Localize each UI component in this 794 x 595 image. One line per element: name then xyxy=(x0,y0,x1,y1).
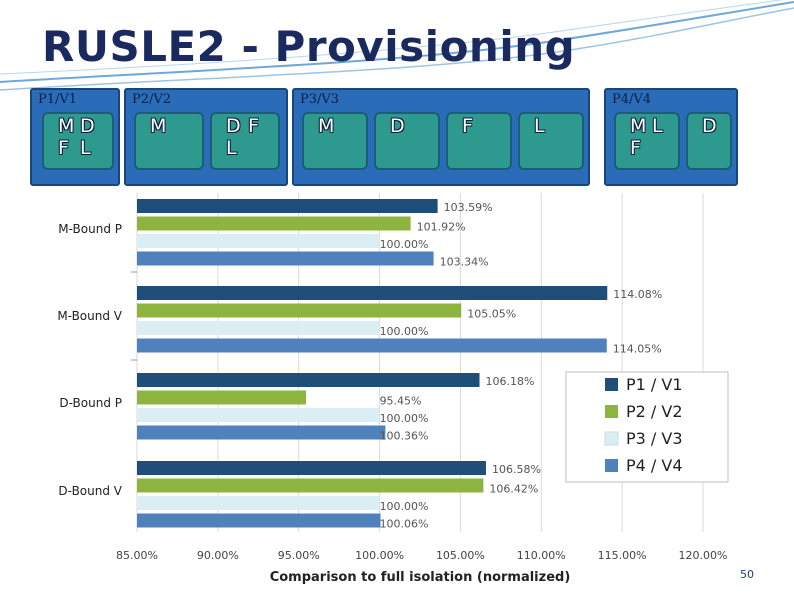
x-axis-title: Comparison to full isolation (normalized… xyxy=(270,570,571,585)
component-letter: F xyxy=(248,115,259,137)
data-label: 95.45% xyxy=(380,395,422,408)
bar xyxy=(137,408,380,422)
legend-box xyxy=(565,371,729,483)
bar xyxy=(137,216,411,231)
data-label: 106.42% xyxy=(489,483,538,496)
data-label: 103.59% xyxy=(444,201,493,214)
category-label: D-Bound V xyxy=(58,484,122,498)
legend-entry: P1 / V1 xyxy=(626,375,683,394)
data-label: 100.06% xyxy=(380,518,429,531)
vm-box: D xyxy=(686,112,732,170)
component-letter: L xyxy=(652,115,663,137)
config-box-4: P4/V4 M L F D xyxy=(604,88,738,186)
config-box-1: P1/V1 M D F L xyxy=(30,88,120,186)
vm-box: F xyxy=(446,112,512,170)
component-letter: L xyxy=(80,137,91,159)
data-label: 100.36% xyxy=(380,430,429,443)
component-letter: D xyxy=(390,115,405,137)
component-letter: D xyxy=(226,115,241,137)
bar xyxy=(137,303,462,318)
bar xyxy=(137,286,608,300)
data-label: 101.92% xyxy=(417,221,466,234)
bar xyxy=(137,425,386,440)
data-label: 100.00% xyxy=(380,238,429,251)
bar xyxy=(137,513,381,528)
component-letter: M xyxy=(630,115,647,137)
vm-box: L xyxy=(518,112,584,170)
page-number: 50 xyxy=(740,568,754,581)
legend-swatch xyxy=(604,431,619,446)
config-label: P4/V4 xyxy=(612,92,652,107)
legend-entry: P3 / V3 xyxy=(626,429,683,448)
data-label: 114.08% xyxy=(613,288,662,301)
component-letter: M xyxy=(318,115,335,137)
bar xyxy=(137,338,607,353)
legend-entry: P4 / V4 xyxy=(626,456,683,475)
bar xyxy=(137,390,306,405)
legend-swatch xyxy=(605,459,618,472)
bar xyxy=(137,461,486,475)
component-letter: F xyxy=(58,137,69,159)
component-letter: L xyxy=(534,115,545,137)
data-label: 103.34% xyxy=(440,256,489,269)
config-label: P1/V1 xyxy=(38,92,78,107)
bar xyxy=(137,478,484,493)
bar xyxy=(137,496,380,510)
data-label: 100.00% xyxy=(380,325,429,338)
component-letter: M xyxy=(58,115,75,137)
category-label: D-Bound P xyxy=(59,396,122,410)
config-label: P2/V2 xyxy=(132,92,172,107)
legend-swatch xyxy=(605,378,618,391)
data-label: 105.05% xyxy=(467,308,516,321)
title-swoosh-decoration xyxy=(0,0,794,91)
slide-title: RUSLE2 - Provisioning xyxy=(42,22,576,71)
legend-swatch xyxy=(605,405,618,418)
legend-entry: P2 / V2 xyxy=(626,402,683,421)
bar xyxy=(137,321,380,335)
x-tick-label: 110.00% xyxy=(517,549,566,562)
category-label: M-Bound V xyxy=(57,309,122,323)
component-letter: F xyxy=(630,137,641,159)
x-tick-label: 85.00% xyxy=(116,549,158,562)
vm-box: M xyxy=(302,112,368,170)
config-box-3: P3/V3 M D F L xyxy=(292,88,590,186)
vm-box: M xyxy=(134,112,204,170)
config-label: P3/V3 xyxy=(300,92,340,107)
data-label: 100.00% xyxy=(380,412,429,425)
component-letter: D xyxy=(702,115,717,137)
category-label: M-Bound P xyxy=(58,222,122,236)
component-letter: M xyxy=(150,115,167,137)
config-box-2: P2/V2 M D F L xyxy=(124,88,288,186)
bar xyxy=(137,373,480,387)
x-tick-label: 90.00% xyxy=(197,549,239,562)
component-letter: L xyxy=(226,137,237,159)
data-label: 106.58% xyxy=(492,463,541,476)
x-tick-label: 100.00% xyxy=(355,549,404,562)
x-tick-label: 115.00% xyxy=(598,549,647,562)
component-letter: D xyxy=(80,115,95,137)
bar xyxy=(137,251,434,266)
data-label: 106.18% xyxy=(486,375,535,388)
x-tick-label: 95.00% xyxy=(278,549,320,562)
vm-box: D xyxy=(374,112,440,170)
bar xyxy=(137,199,438,213)
x-tick-label: 105.00% xyxy=(436,549,485,562)
bar xyxy=(137,234,380,248)
x-tick-label: 120.00% xyxy=(679,549,728,562)
data-label: 100.00% xyxy=(380,500,429,513)
component-letter: F xyxy=(462,115,473,137)
data-label: 114.05% xyxy=(613,343,662,356)
